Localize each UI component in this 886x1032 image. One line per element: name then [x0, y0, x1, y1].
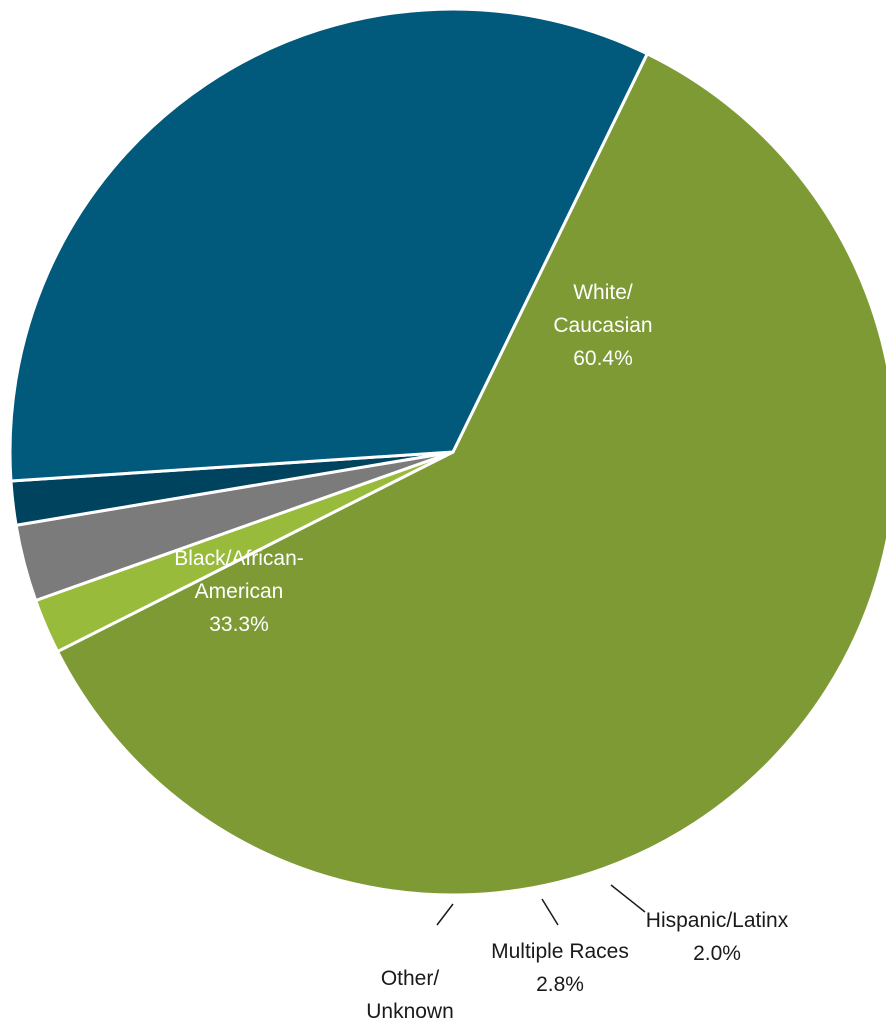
slice-label-white-caucasian: White/Caucasian 60.4% [553, 281, 652, 370]
slice-label-multiple-races: Multiple Races 2.8% [491, 940, 629, 996]
category-label: White/ [573, 281, 633, 304]
category-label: Unknown [366, 1000, 454, 1023]
slice-label-other-unknown: Other/Unknown1.6% [366, 967, 454, 1023]
category-label: Multiple Races [491, 940, 629, 963]
leader-line-other-unknown [436, 903, 454, 926]
pie-slice-black-african-american [8, 7, 649, 483]
category-label: Other/ [381, 967, 440, 990]
category-label: Caucasian [553, 314, 652, 337]
value-label: 2.0% [693, 942, 741, 965]
value-label: 33.3% [209, 613, 269, 636]
slice-label-hispanic-latinx: Hispanic/Latinx 2.0% [646, 909, 789, 965]
category-label: Hispanic/Latinx [646, 909, 789, 932]
leader-line-multiple-races [541, 898, 559, 926]
value-label: 2.8% [536, 973, 584, 996]
pie-slice-white-caucasian [56, 52, 886, 897]
category-label: Black/African- [174, 547, 304, 570]
value-label: 60.4% [573, 347, 633, 370]
slice-label-black-african-american: Black/African- American 33.3% [174, 547, 304, 636]
category-label: American [195, 580, 284, 603]
leader-line-hispanic-latinx [610, 884, 646, 913]
